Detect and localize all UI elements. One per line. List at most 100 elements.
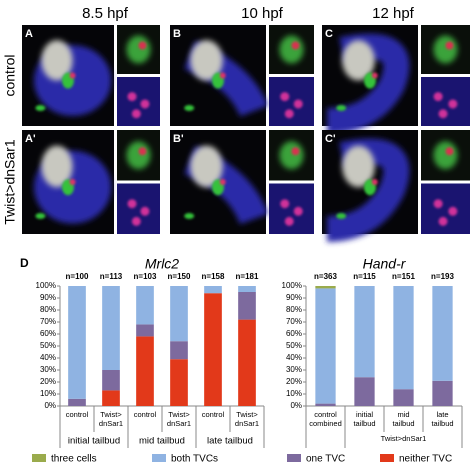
bar-segment [238, 286, 256, 292]
y-tick-label: 40% [40, 353, 56, 362]
y-tick-label: 40% [286, 353, 302, 362]
embryo-tail [326, 33, 410, 134]
bar-segment [170, 341, 188, 360]
y-tick-label: 50% [40, 341, 56, 350]
y-tick-label: 60% [40, 329, 56, 338]
x-tick-label: control [66, 410, 89, 419]
x-tick-label: dnSar1 [167, 419, 191, 428]
panel-label: C' [325, 133, 336, 145]
nucleus [371, 179, 378, 185]
microscopy-panel: B [170, 25, 314, 126]
panel-label: B [173, 28, 181, 40]
bar-segment [315, 288, 336, 404]
legend-label: both TVCs [171, 454, 218, 465]
trunk-tissue [41, 145, 73, 188]
y-tick-label: 30% [286, 365, 302, 374]
trunk-tissue [41, 40, 73, 81]
microscopy-panel: A' [22, 130, 160, 234]
inset-nucleus [280, 199, 290, 209]
nucleus [69, 72, 76, 79]
group-label: initial tailbud [68, 436, 120, 447]
x-tick-label: dnSar1 [235, 419, 259, 428]
inset-nucleus [293, 99, 303, 109]
bar-segment [170, 359, 188, 406]
microscopy-panel: C [322, 25, 470, 134]
sample-size: n=113 [100, 272, 123, 281]
x-tick-label: late [436, 410, 448, 419]
y-tick-label: 30% [40, 365, 56, 374]
row-label: Twist>dnSar1 [2, 139, 18, 224]
inset-nuclei [269, 77, 314, 126]
x-tick-label: tailbud [431, 419, 453, 428]
bar-segment [170, 286, 188, 342]
bar-segment [238, 292, 256, 320]
inset-signal [279, 35, 304, 64]
inset-nucleus [445, 41, 454, 50]
bar-segment [354, 377, 375, 406]
inset-signal [126, 141, 151, 170]
y-tick-label: 90% [40, 293, 56, 302]
bar-segment [68, 398, 86, 406]
sample-size: n=115 [353, 272, 376, 281]
inset-signal [279, 141, 304, 170]
bar-segment [315, 286, 336, 289]
inset-nucleus [433, 92, 443, 102]
inset-nucleus [280, 92, 290, 102]
legend-swatch [152, 454, 166, 462]
green-signal [336, 105, 347, 111]
inset-nucleus [293, 206, 303, 216]
green-signal [35, 213, 46, 219]
x-tick-label: combined [309, 419, 342, 428]
legend-swatch [380, 454, 394, 462]
bar-segment [238, 319, 256, 406]
y-tick-label: 70% [40, 317, 56, 326]
inset-nucleus [448, 206, 458, 216]
bar-segment [136, 336, 154, 406]
inset-nuclei [421, 183, 470, 234]
x-tick-label: Twist> [100, 410, 122, 419]
microscopy-panel: A [22, 25, 160, 126]
y-tick-label: 60% [286, 329, 302, 338]
inset-nucleus [140, 206, 150, 216]
y-tick-label: 10% [286, 389, 302, 398]
inset-nucleus [127, 92, 137, 102]
microscopy-panel: C' [322, 130, 470, 242]
green-signal [336, 213, 347, 219]
sample-size: n=151 [392, 272, 415, 281]
x-tick-label: initial [356, 410, 373, 419]
bar-segment [432, 380, 453, 406]
panel-label: A' [25, 133, 36, 145]
inset-nuclei [117, 77, 160, 126]
x-tick-label: dnSar1 [99, 419, 123, 428]
bar-segment [393, 286, 414, 390]
inset-nuclei [269, 183, 314, 234]
x-tick-label: control [202, 410, 225, 419]
y-tick-label: 100% [282, 281, 302, 290]
embryo-tail [326, 138, 410, 242]
inset-nucleus [284, 216, 294, 226]
green-signal [35, 105, 46, 111]
x-tick-label: Twist> [168, 410, 190, 419]
panel-label: C [325, 28, 333, 40]
y-tick-label: 90% [286, 293, 302, 302]
trunk-tissue [190, 145, 223, 188]
inset-signal [433, 141, 458, 170]
green-signal [184, 213, 195, 219]
column-header: 8.5 hpf [82, 5, 129, 22]
trunk-tissue [342, 40, 375, 81]
nucleus [371, 72, 378, 79]
x-tick-label: control [134, 410, 157, 419]
inset-nucleus [445, 147, 454, 156]
y-tick-label: 80% [40, 305, 56, 314]
y-tick-label: 0% [290, 401, 302, 410]
panel-label: A [25, 28, 33, 40]
bar-segment [102, 370, 120, 391]
inset-nucleus [284, 109, 294, 119]
inset-nucleus [138, 41, 147, 50]
inset-nucleus [131, 216, 141, 226]
bar-segment [204, 286, 222, 294]
panel-label: B' [173, 133, 184, 145]
column-header: 12 hpf [372, 5, 415, 22]
bar-segment [68, 286, 86, 399]
bar-segment [315, 403, 336, 406]
